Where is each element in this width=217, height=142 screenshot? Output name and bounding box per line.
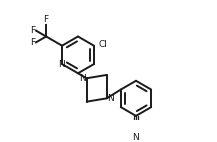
Text: N: N [108,94,114,103]
Text: F: F [44,15,49,24]
Text: F: F [30,38,35,47]
Text: N: N [58,59,65,69]
Text: N: N [79,74,86,83]
Text: Cl: Cl [98,40,107,49]
Text: F: F [30,26,35,35]
Text: N: N [133,133,139,142]
